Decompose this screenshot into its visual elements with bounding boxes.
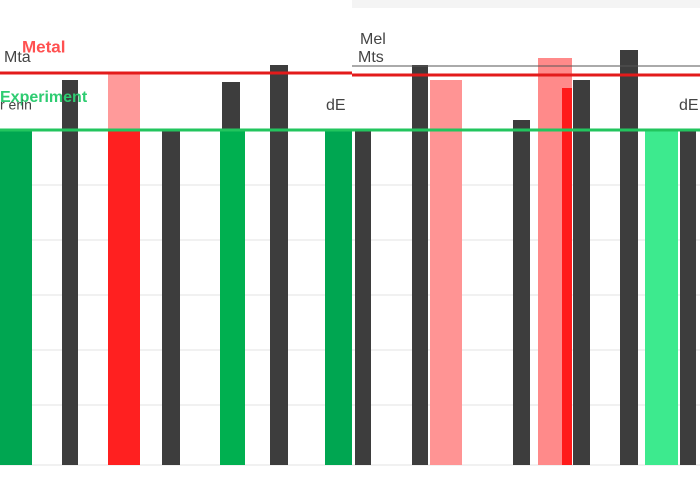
legend-label: Experiment bbox=[0, 89, 88, 106]
bar-shape bbox=[573, 80, 590, 465]
bar-shape bbox=[108, 73, 140, 130]
ghost-text: r erin bbox=[0, 97, 32, 113]
ghost-text: dE bbox=[679, 97, 699, 114]
bars bbox=[0, 50, 696, 465]
bar-shape bbox=[513, 120, 530, 465]
ghost-text: dE bbox=[326, 97, 346, 114]
bar-shape bbox=[412, 65, 428, 465]
bar-shape bbox=[355, 130, 371, 465]
bar-shape bbox=[62, 80, 78, 465]
ghost-text: Mta bbox=[4, 49, 31, 66]
bar-shape bbox=[270, 65, 288, 465]
bar-shape bbox=[162, 130, 180, 465]
bar-shape bbox=[0, 130, 32, 465]
bar-shape bbox=[108, 130, 140, 465]
bar-shape bbox=[562, 88, 572, 465]
bar-shape bbox=[620, 50, 638, 465]
bar-shape bbox=[325, 130, 352, 465]
bar-shape bbox=[645, 130, 678, 465]
legend-label: Metal bbox=[22, 37, 65, 56]
panel-edge bbox=[352, 0, 700, 8]
ghost-text: Mts bbox=[358, 49, 384, 66]
bar-shape bbox=[680, 130, 696, 465]
bar-shape bbox=[430, 80, 462, 465]
ghost-text: Mel bbox=[360, 31, 386, 48]
bar-shape bbox=[220, 130, 245, 465]
bar-shape bbox=[222, 82, 240, 130]
